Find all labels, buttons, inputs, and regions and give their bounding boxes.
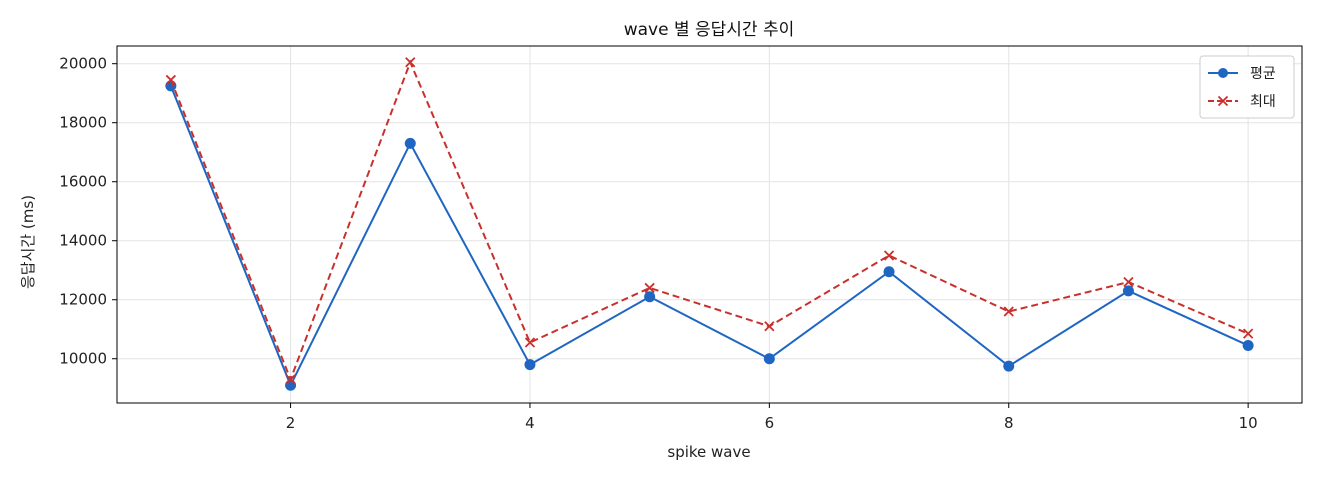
data-point <box>404 137 416 149</box>
x-tick-label: 10 <box>1239 414 1258 432</box>
data-point <box>764 321 775 332</box>
plot-frame <box>116 45 1303 404</box>
legend-label: 최대 <box>1250 94 1276 110</box>
axes: 2 4 6 8 10 10000 12000 14000 16000 18000 20000 <box>59 45 1303 432</box>
data-point <box>1242 339 1254 351</box>
series-max <box>165 57 1254 385</box>
series-layer <box>165 57 1254 391</box>
legend-marker <box>1217 95 1229 107</box>
x-tick-label: 8 <box>1004 414 1014 432</box>
data-point <box>644 291 656 303</box>
x-axis-label: spike wave <box>667 443 750 461</box>
data-point <box>1243 328 1254 339</box>
data-point <box>1122 285 1134 297</box>
y-tick-label: 20000 <box>59 55 107 73</box>
data-point <box>763 353 775 365</box>
data-point <box>644 282 655 294</box>
data-point <box>1003 360 1015 372</box>
y-tick-label: 18000 <box>59 114 107 132</box>
data-point <box>883 250 895 261</box>
y-tick-label: 12000 <box>59 291 107 309</box>
legend-item: 최대 <box>1208 94 1276 110</box>
chart-title: wave 별 응답시간 추이 <box>624 20 795 40</box>
data-point <box>165 74 177 86</box>
data-point <box>405 57 416 68</box>
legend-marker <box>1218 68 1228 78</box>
data-point <box>524 359 536 371</box>
data-point <box>285 374 296 385</box>
x-tick-label: 6 <box>765 414 775 432</box>
legend-item: 평균 <box>1208 66 1276 82</box>
y-tick-label: 14000 <box>59 232 107 250</box>
grid <box>117 46 1302 403</box>
data-point <box>1123 276 1134 288</box>
x-tick-label: 2 <box>286 414 296 432</box>
y-tick-label: 10000 <box>59 350 107 368</box>
series-line <box>169 85 1249 388</box>
legend-box <box>1199 55 1295 119</box>
legend-label: 평균 <box>1250 66 1276 82</box>
y-tick-label: 16000 <box>59 173 107 191</box>
x-tick-label: 4 <box>525 414 535 432</box>
series-average <box>165 80 1254 391</box>
data-point <box>1003 306 1014 317</box>
series-line <box>169 59 1249 383</box>
data-point <box>883 266 895 278</box>
data-point <box>524 337 536 348</box>
y-axis-label: 응답시간 (ms) <box>19 195 37 289</box>
